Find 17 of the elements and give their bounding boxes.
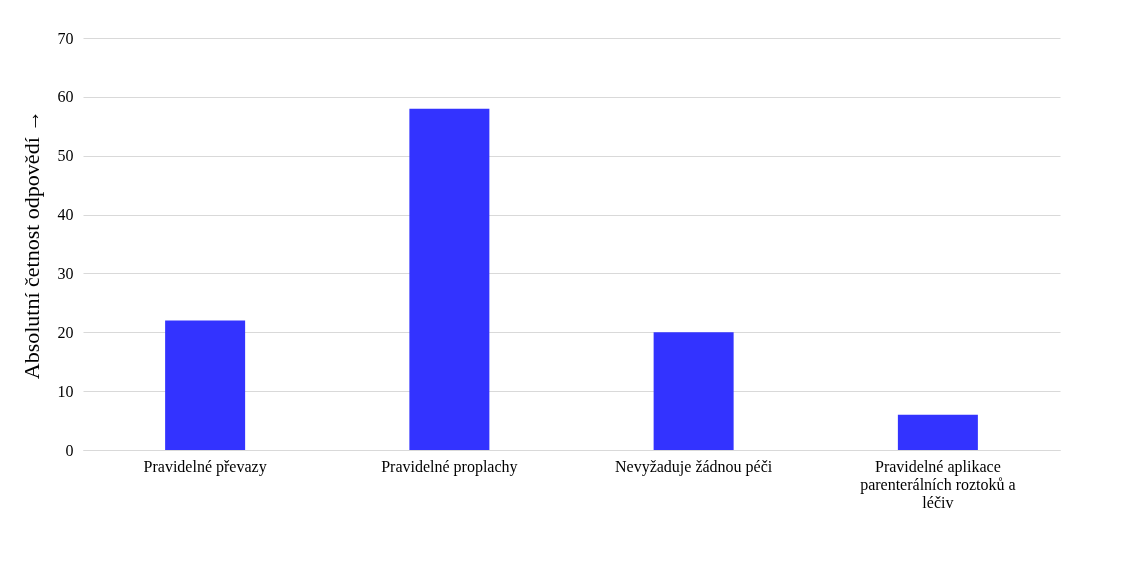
bar: [897, 414, 978, 450]
x-tick-label: Nevyžaduje žádnou péči: [614, 457, 773, 476]
x-tick-label: Pravidelné proplachy: [381, 457, 518, 476]
y-axis-title: Absolutní četnost odpovědí →: [18, 109, 44, 380]
y-tick-label: 0: [65, 441, 74, 459]
bar: [653, 332, 734, 450]
y-tick-label: 10: [57, 382, 74, 400]
y-tick-label: 70: [57, 29, 74, 47]
y-tick-label: 30: [57, 264, 74, 282]
bar: [165, 320, 246, 450]
y-tick-label: 50: [57, 147, 74, 165]
y-tick-label: 20: [57, 323, 74, 341]
y-tick-label: 40: [57, 206, 74, 224]
x-tick-label: Pravidelné převazy: [143, 457, 267, 476]
x-tick-label: Pravidelné aplikace parenterálních roztoků a léčiv: [860, 457, 1016, 511]
y-tick-label: 60: [57, 88, 74, 106]
bar: [409, 108, 490, 450]
